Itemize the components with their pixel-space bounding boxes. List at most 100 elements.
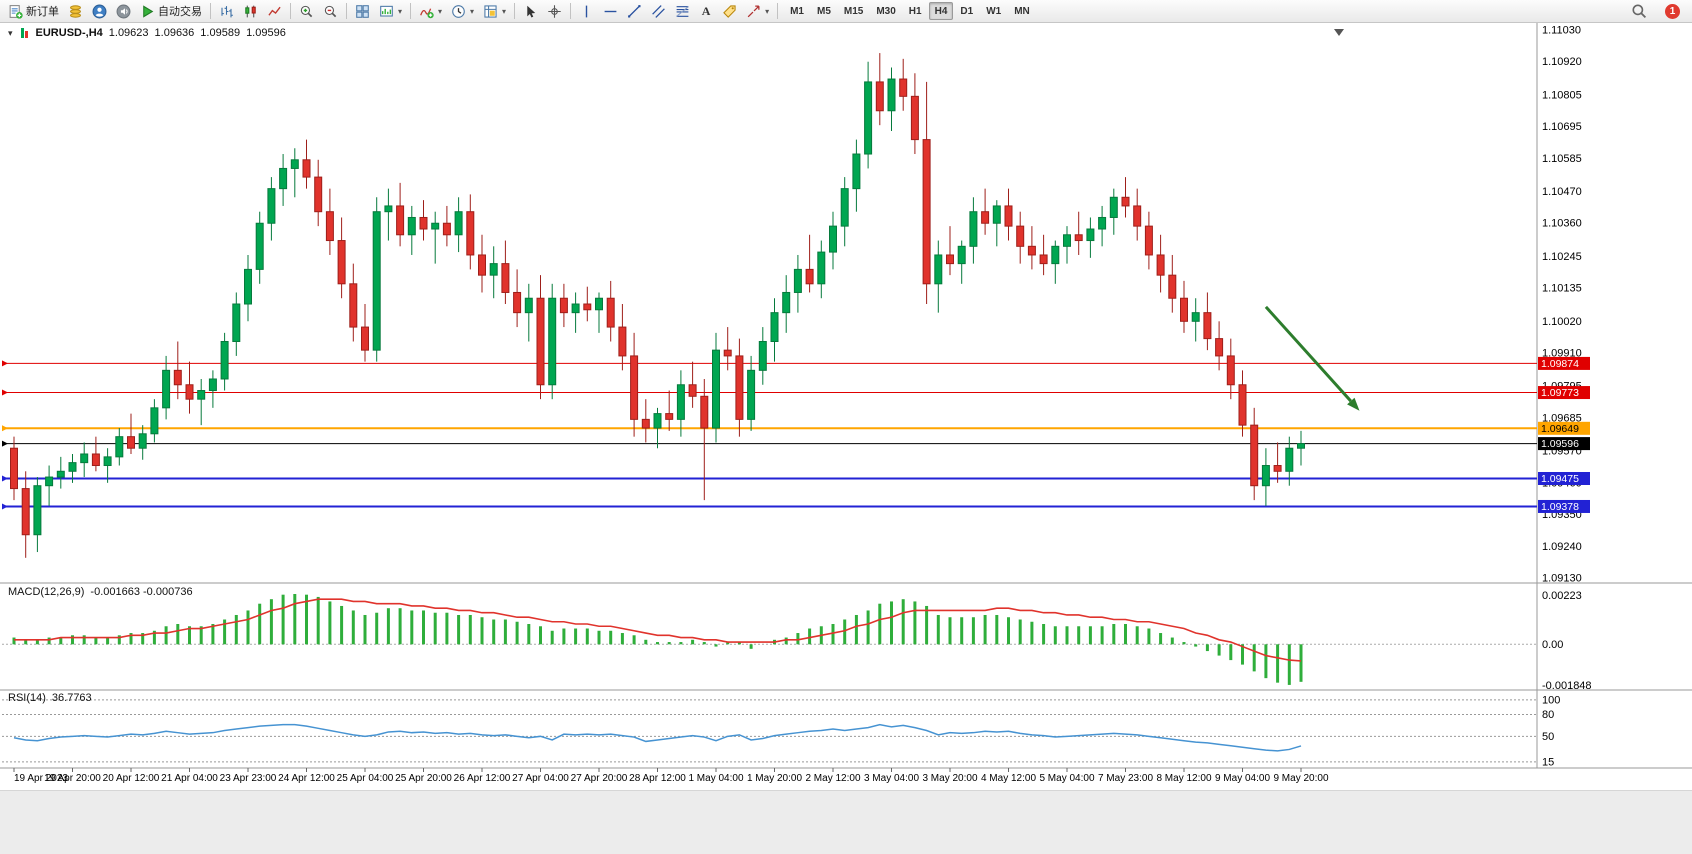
toolbar-separator xyxy=(290,3,291,19)
vertical-line-button[interactable] xyxy=(575,1,598,21)
candle-body xyxy=(1238,384,1247,426)
hlines-layer xyxy=(2,360,1537,510)
indicators-button[interactable]: ▾ xyxy=(415,1,446,21)
candle-body xyxy=(56,470,65,478)
chart-window[interactable]: 1.11030 1.10920 1.10805 1.10695 1.10585 1.104… xyxy=(0,23,1692,790)
channel-button[interactable] xyxy=(647,1,670,21)
dropdown-caret-icon: ▾ xyxy=(502,6,507,16)
dropdown-caret-icon: ▾ xyxy=(470,6,475,16)
chart-shift-marker-icon[interactable] xyxy=(1334,29,1344,36)
price-scale-label: 1.10585 xyxy=(1542,153,1582,165)
time-label: 3 May 04:00 xyxy=(864,773,919,784)
dropdown-caret-icon: ▾ xyxy=(765,6,770,16)
timeframe-button-m1[interactable]: M1 xyxy=(790,5,804,17)
candle-body xyxy=(513,291,522,314)
search-button[interactable] xyxy=(1627,1,1651,21)
candle-body xyxy=(255,222,264,270)
candle-body xyxy=(466,211,475,256)
ohlc-low: 1.09589 xyxy=(200,27,241,39)
time-label: 21 Apr 04:00 xyxy=(161,773,218,784)
timeframe-button-mn[interactable]: MN xyxy=(1014,5,1030,17)
chart-line-button[interactable] xyxy=(263,1,286,21)
candle-body xyxy=(244,268,252,305)
macd-signal-line xyxy=(14,598,1302,662)
candle-body xyxy=(361,326,369,351)
templates-button[interactable]: ▾ xyxy=(479,1,510,21)
toolbar-separator xyxy=(777,3,779,19)
candle-body xyxy=(688,384,697,397)
candle-body xyxy=(1203,312,1212,340)
new-chart-button[interactable]: ▾ xyxy=(375,1,406,21)
trendline-icon xyxy=(628,4,641,17)
toolbar-separator xyxy=(346,3,347,19)
market-button[interactable] xyxy=(64,1,87,21)
chart-bars-button[interactable] xyxy=(215,1,238,21)
trendline-button[interactable] xyxy=(623,1,646,21)
candle-body xyxy=(770,312,779,342)
crosshair-button[interactable] xyxy=(543,1,566,21)
candle-body xyxy=(559,297,568,314)
candle-body xyxy=(185,384,194,400)
timeframe-button-m15[interactable]: M15 xyxy=(843,5,864,17)
timeframe-button-h1[interactable]: H1 xyxy=(908,5,922,17)
time-label: 27 Apr 20:00 xyxy=(571,773,628,784)
candle-body xyxy=(407,216,416,236)
audio-button[interactable] xyxy=(112,1,135,21)
trend-arrow[interactable] xyxy=(1264,305,1352,403)
candle-body xyxy=(372,211,381,351)
time-label: 28 Apr 12:00 xyxy=(629,773,686,784)
horizontal-line-button[interactable] xyxy=(599,1,622,21)
time-label: 5 May 04:00 xyxy=(1039,773,1094,784)
timeframe-button-m5[interactable]: M5 xyxy=(816,5,831,17)
arrows-tool-button[interactable]: ▾ xyxy=(742,1,773,21)
tile-windows-button[interactable] xyxy=(351,1,374,21)
candle-body xyxy=(1016,225,1025,247)
new-chart-icon xyxy=(380,5,393,17)
candle-body xyxy=(595,297,603,311)
tile-windows-icon xyxy=(356,4,369,18)
time-label: 25 Apr 04:00 xyxy=(337,773,394,784)
new-order-button[interactable]: 新订单 xyxy=(4,1,63,21)
candle-body xyxy=(758,340,767,371)
candles-icon xyxy=(245,5,256,17)
candle-body xyxy=(33,485,42,536)
price-scale-label: 1.09240 xyxy=(1542,541,1582,553)
horizontal-line-icon xyxy=(604,10,617,12)
text-tool-button[interactable]: A xyxy=(695,1,717,21)
candle-body xyxy=(501,263,510,293)
timeframe-button-w1[interactable]: W1 xyxy=(986,5,1002,17)
candle-body xyxy=(1098,216,1107,230)
zoom-out-button[interactable] xyxy=(319,1,342,21)
price-tag-label: 1.09596 xyxy=(1541,438,1579,450)
symbol-dropdown-icon[interactable]: ▾ xyxy=(8,27,13,38)
time-label: 23 Apr 23:00 xyxy=(220,773,277,784)
periods-button[interactable]: ▾ xyxy=(447,1,478,21)
auto-trading-button[interactable]: 自动交易 xyxy=(136,1,206,21)
candle-body xyxy=(80,453,89,464)
community-button[interactable] xyxy=(88,1,111,21)
price-scale-label: 1.10020 xyxy=(1542,316,1582,328)
time-label: 4 May 12:00 xyxy=(981,773,1036,784)
price-scale-label: 1.10470 xyxy=(1542,186,1582,198)
candle-body xyxy=(1226,355,1235,386)
timeframe-button-m30[interactable]: M30 xyxy=(876,5,896,17)
chart-candles-button[interactable] xyxy=(239,1,262,21)
candle-body xyxy=(969,211,978,247)
candles-layer[interactable] xyxy=(10,53,1305,558)
candle-body xyxy=(922,139,931,285)
timeframe-button-h4[interactable]: H4 xyxy=(928,2,954,20)
chart-canvas[interactable]: 1.11030 1.10920 1.10805 1.10695 1.10585 1.104… xyxy=(0,23,1692,790)
fibonacci-button[interactable] xyxy=(671,1,694,21)
timeframe-button-d1[interactable]: D1 xyxy=(960,5,974,17)
candle-body xyxy=(302,159,311,178)
candle-body xyxy=(992,205,1001,224)
notification-badge[interactable]: 1 xyxy=(1665,3,1680,19)
cursor-button[interactable] xyxy=(519,1,542,21)
ohlc-close: 1.09596 xyxy=(246,27,286,39)
candle-body xyxy=(981,211,990,224)
candle-body xyxy=(419,216,428,230)
label-tool-button[interactable] xyxy=(718,1,741,21)
zoom-in-button[interactable] xyxy=(295,1,318,21)
label-icon xyxy=(723,4,736,18)
candle-body xyxy=(1027,245,1036,256)
